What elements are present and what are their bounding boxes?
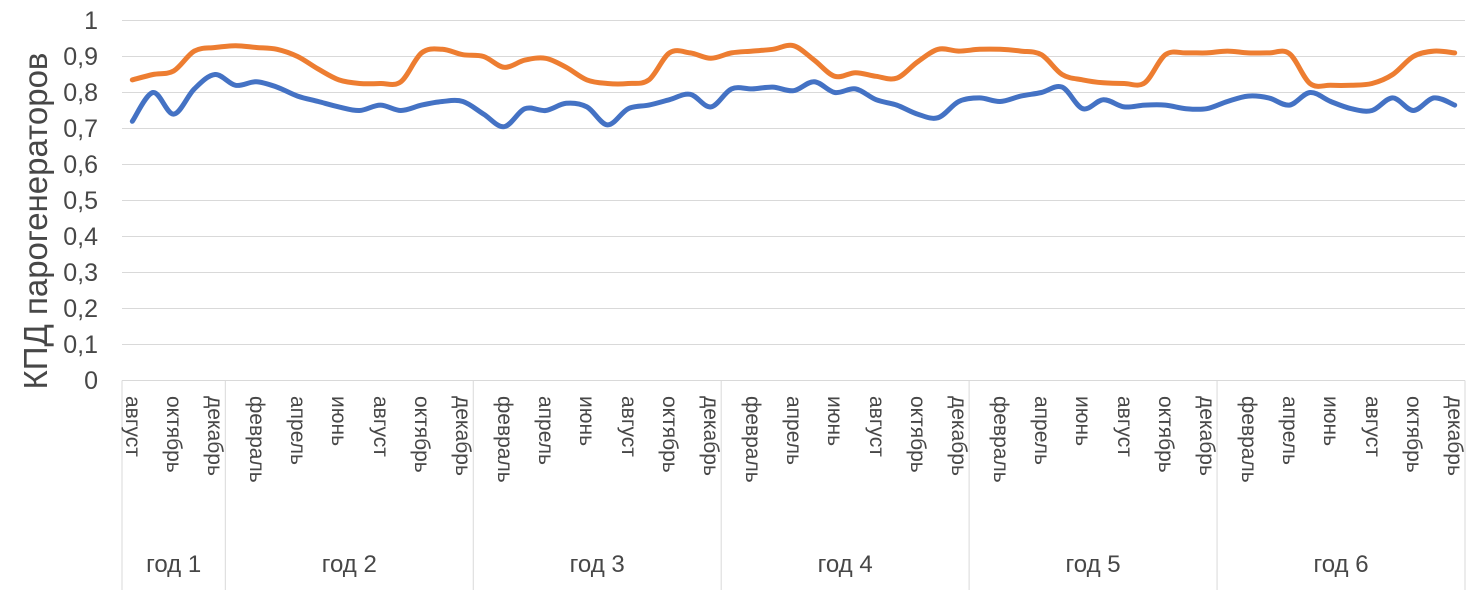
month-label: октябрь bbox=[162, 396, 186, 473]
y-tick-label: 0 bbox=[84, 366, 98, 395]
month-label: декабрь bbox=[1195, 396, 1219, 476]
month-label: февраль bbox=[988, 396, 1012, 483]
month-label: июнь bbox=[1071, 396, 1095, 447]
month-label: октябрь bbox=[410, 396, 434, 473]
month-label: октябрь bbox=[1153, 396, 1177, 473]
month-label: апрель bbox=[1277, 396, 1301, 465]
year-label: год 1 bbox=[146, 551, 202, 578]
month-label: апрель bbox=[1029, 396, 1053, 465]
y-tick-label: 0,8 bbox=[63, 78, 98, 107]
month-label: декабрь bbox=[203, 396, 227, 476]
month-label: декабрь bbox=[947, 396, 971, 476]
month-label: июнь bbox=[1319, 396, 1343, 447]
month-label: август bbox=[1112, 396, 1136, 457]
month-label: апрель bbox=[286, 396, 310, 465]
month-label: август bbox=[1360, 396, 1384, 457]
month-label: июнь bbox=[327, 396, 351, 447]
year-label: год 2 bbox=[321, 551, 377, 578]
y-tick-label: 0,3 bbox=[63, 258, 98, 287]
y-tick-label: 0,7 bbox=[63, 114, 98, 143]
y-tick-label: 1 bbox=[84, 6, 98, 35]
month-label: август bbox=[616, 396, 640, 457]
y-tick-label: 0,9 bbox=[63, 42, 98, 71]
month-label: август bbox=[120, 396, 144, 457]
month-label: февраль bbox=[244, 396, 268, 483]
month-label: февраль bbox=[740, 396, 764, 483]
month-label: июнь bbox=[823, 396, 847, 447]
series-blue-line bbox=[129, 72, 1458, 130]
year-label: год 5 bbox=[1065, 551, 1121, 578]
month-label: апрель bbox=[534, 396, 558, 465]
month-label: октябрь bbox=[658, 396, 682, 473]
month-label: август bbox=[368, 396, 392, 457]
month-label: декабрь bbox=[1443, 396, 1467, 476]
month-label: февраль bbox=[492, 396, 516, 483]
year-label: год 3 bbox=[569, 551, 625, 578]
month-label: декабрь bbox=[451, 396, 475, 476]
y-tick-label: 0,5 bbox=[63, 186, 98, 215]
month-label: октябрь bbox=[1401, 396, 1425, 473]
month-label: август bbox=[864, 396, 888, 457]
month-label: февраль bbox=[1236, 396, 1260, 483]
year-label: год 6 bbox=[1313, 551, 1369, 578]
series-orange-line bbox=[129, 42, 1458, 89]
y-tick-label: 0,4 bbox=[63, 222, 98, 251]
month-label: июнь bbox=[575, 396, 599, 447]
month-label: апрель bbox=[782, 396, 805, 465]
month-label: октябрь bbox=[905, 396, 929, 473]
y-tick-label: 0,6 bbox=[63, 150, 98, 179]
month-label: декабрь bbox=[699, 396, 723, 476]
year-label: год 4 bbox=[817, 551, 873, 578]
y-tick-label: 0,1 bbox=[63, 330, 98, 359]
y-tick-label: 0,2 bbox=[63, 294, 98, 323]
